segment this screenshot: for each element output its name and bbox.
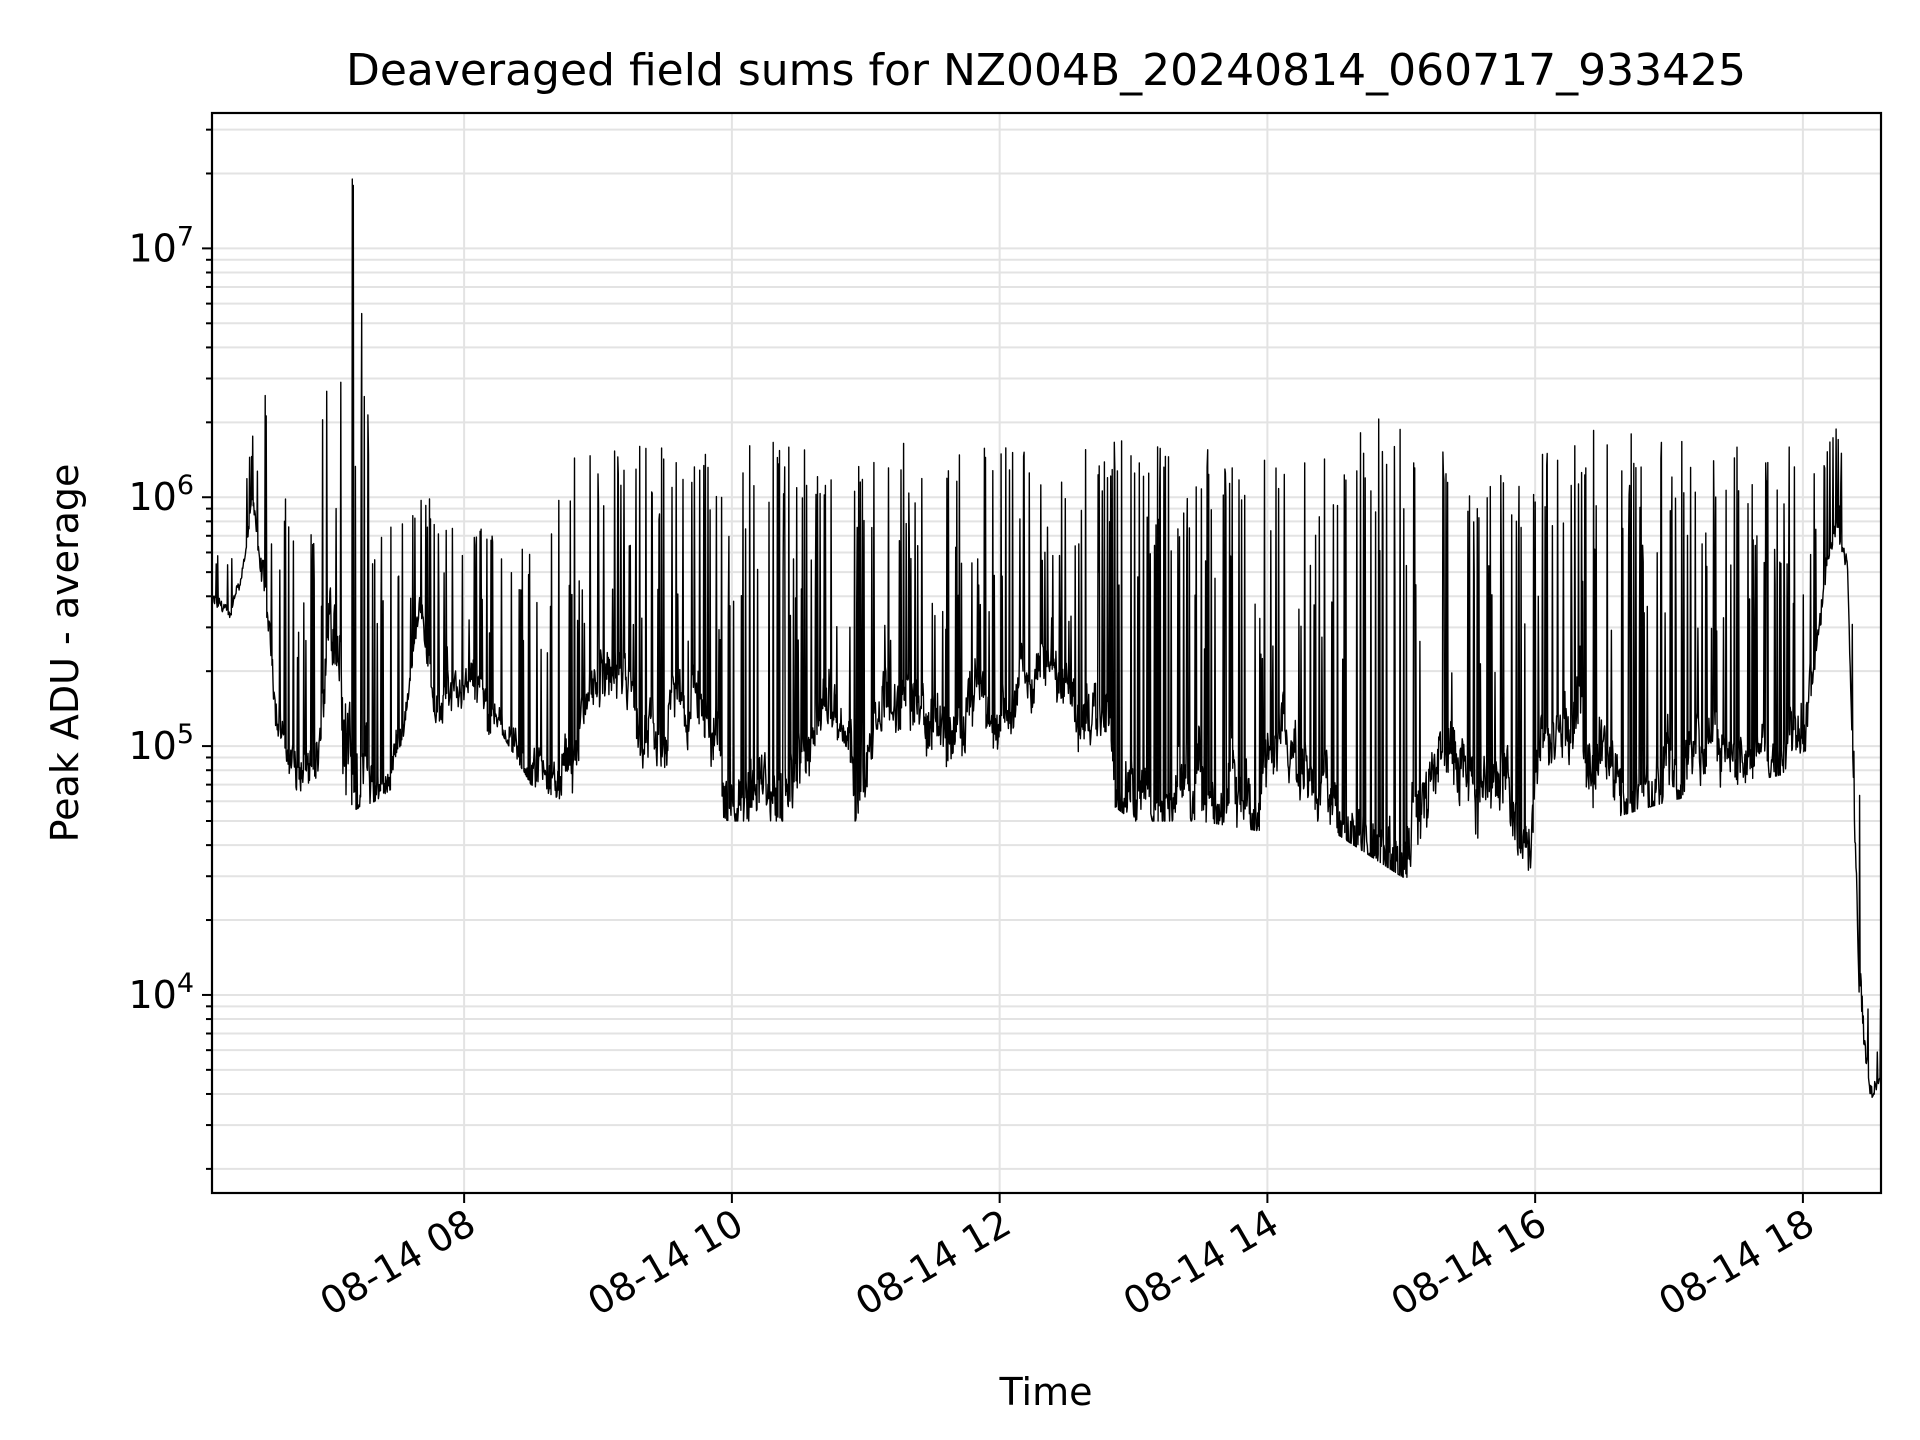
y-tick-label: 105 — [128, 719, 194, 768]
y-tick-label: 107 — [128, 221, 194, 270]
x-axis-label: Time — [999, 1370, 1093, 1414]
plot-area-frame — [210, 111, 1883, 1195]
x-tick-label: 08-14 14 — [1116, 1201, 1286, 1325]
y-tick-label: 104 — [128, 968, 194, 1017]
data-series — [211, 178, 1882, 1098]
data-line-series — [211, 178, 1882, 1098]
x-tick-label: 08-14 16 — [1384, 1201, 1554, 1325]
x-axis-ticks: 08-14 08 08-14 10 08-14 12 08-14 14 08-14 16… — [313, 1193, 1821, 1325]
x-tick-label: 08-14 10 — [580, 1201, 750, 1325]
x-tick-label: 08-14 12 — [848, 1201, 1018, 1325]
y-axis-ticks: 104 105 106 107 — [128, 128, 212, 1170]
x-tick-label: 08-14 08 — [313, 1201, 483, 1325]
grid-lines — [212, 113, 1881, 1193]
y-tick-label: 106 — [128, 470, 194, 519]
chart-title: Deaveraged field sums for NZ004B_2024081… — [346, 45, 1746, 96]
x-tick-label: 08-14 18 — [1651, 1201, 1821, 1325]
y-axis-label: Peak ADU - average — [43, 464, 87, 843]
